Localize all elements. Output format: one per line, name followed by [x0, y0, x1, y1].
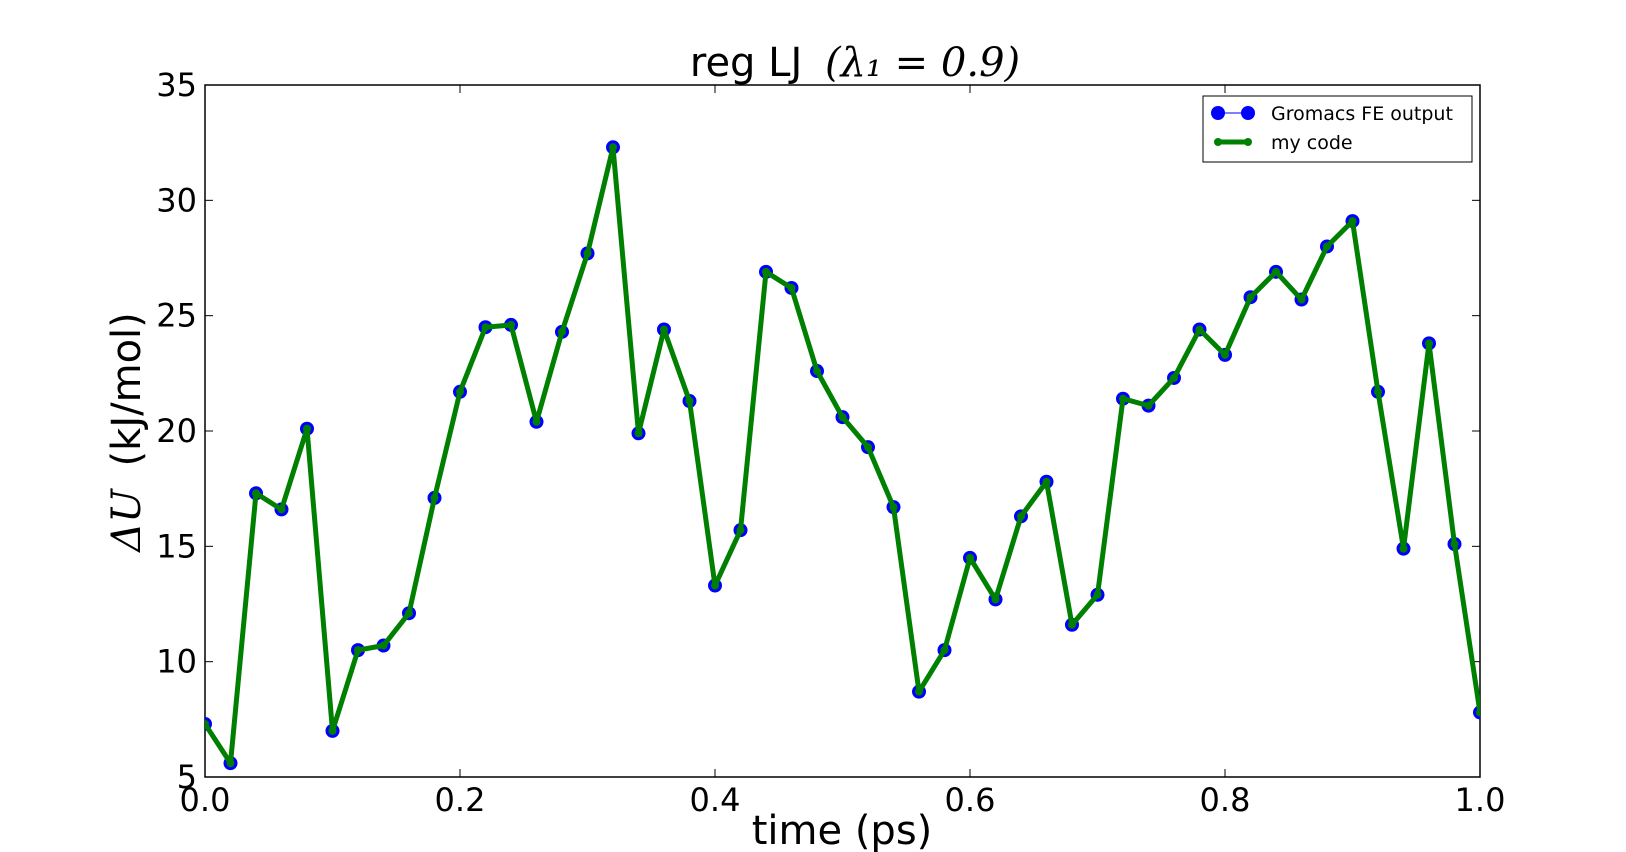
- point-mycode: [303, 424, 311, 433]
- point-mycode: [889, 503, 898, 512]
- point-mycode: [354, 646, 362, 655]
- y-tick-label: 35: [156, 66, 197, 104]
- legend-label-gromacs: Gromacs FE output: [1271, 103, 1453, 125]
- series-line-mycode: [205, 144, 1480, 766]
- legend: Gromacs FE output my code: [1202, 95, 1473, 163]
- point-mycode: [966, 553, 974, 562]
- legend-marker-gromacs-2: [1241, 106, 1255, 120]
- chart-title: reg LJ (λ₁ = 0.9): [690, 40, 1020, 86]
- point-mycode: [1297, 295, 1306, 304]
- point-mycode: [1272, 267, 1280, 276]
- point-mycode: [252, 489, 260, 498]
- chart-title-math: (λ₁ = 0.9): [825, 40, 1020, 86]
- y-tick-label: 25: [156, 297, 197, 335]
- point-mycode: [532, 417, 541, 426]
- point-mycode: [1119, 394, 1127, 403]
- point-mycode: [1348, 217, 1357, 226]
- point-mycode: [1374, 387, 1382, 396]
- point-mycode: [609, 143, 617, 152]
- point-mycode: [1144, 401, 1153, 410]
- point-mycode: [583, 249, 592, 258]
- y-tick-label: 15: [156, 527, 197, 565]
- series-line-gromacs: [205, 147, 1480, 765]
- x-axis-ticks: 0.0 0.2 0.4 0.6 0.8 1.0: [180, 85, 1506, 819]
- legend-marker-mycode: [1214, 138, 1222, 146]
- point-mycode: [838, 413, 847, 422]
- point-mycode: [1093, 590, 1102, 599]
- point-mycode: [1323, 242, 1331, 251]
- point-mycode: [1068, 620, 1076, 629]
- point-mycode: [940, 646, 949, 655]
- point-mycode: [1017, 512, 1025, 521]
- point-mycode: [915, 687, 923, 696]
- y-axis-label-text: (kJ/mol): [104, 312, 150, 466]
- x-tick-label: 1.0: [1455, 781, 1506, 819]
- point-mycode: [864, 443, 872, 452]
- point-mycode: [405, 609, 413, 618]
- point-mycode: [813, 367, 821, 376]
- point-mycode: [1195, 325, 1204, 334]
- point-mycode: [379, 641, 388, 650]
- x-tick-label: 0.6: [945, 781, 996, 819]
- x-axis-label: time (ps): [752, 808, 933, 852]
- y-tick-label: 30: [156, 181, 197, 219]
- point-mycode: [1476, 708, 1480, 717]
- point-mycode: [456, 387, 464, 396]
- point-mycode: [1450, 540, 1459, 549]
- point-mycode: [558, 327, 566, 336]
- point-mycode: [507, 320, 515, 329]
- point-mycode: [205, 719, 209, 728]
- series-layer: [205, 140, 1480, 771]
- legend-label-mycode: my code: [1271, 132, 1353, 154]
- point-mycode: [711, 581, 719, 590]
- point-mycode: [660, 325, 668, 334]
- chart-title-text: reg LJ: [690, 40, 802, 86]
- point-mycode: [226, 759, 235, 768]
- point-mycode: [1425, 339, 1433, 348]
- point-mycode: [1170, 373, 1178, 382]
- y-tick-label: 5: [177, 758, 197, 796]
- y-axis-label: ΔU (kJ/mol): [104, 312, 150, 554]
- point-mycode: [1221, 350, 1229, 359]
- x-tick-label: 0.8: [1200, 781, 1251, 819]
- plot-frame: [204, 84, 1481, 778]
- y-tick-label: 20: [156, 412, 197, 450]
- x-tick-label: 0.0: [180, 781, 231, 819]
- point-mycode: [328, 726, 337, 735]
- point-mycode: [1246, 293, 1255, 302]
- point-mycode: [685, 397, 694, 406]
- x-tick-label: 0.4: [690, 781, 741, 819]
- point-mycode: [762, 267, 770, 276]
- point-mycode: [736, 526, 745, 535]
- point-mycode: [430, 493, 439, 502]
- point-mycode: [787, 283, 796, 292]
- point-mycode: [1399, 544, 1408, 553]
- y-axis-ticks: 5 10 15 20 25 30 35: [156, 66, 1480, 796]
- legend-marker-mycode-2: [1244, 138, 1252, 146]
- point-mycode: [991, 595, 1000, 604]
- x-tick-label: 0.2: [435, 781, 486, 819]
- point-mycode: [1042, 477, 1051, 486]
- legend-marker-gromacs: [1211, 106, 1225, 120]
- point-mycode: [634, 429, 643, 438]
- point-mycode: [481, 323, 490, 332]
- y-axis-label-math: ΔU: [104, 488, 150, 554]
- y-tick-label: 10: [156, 643, 197, 681]
- point-mycode: [277, 505, 286, 514]
